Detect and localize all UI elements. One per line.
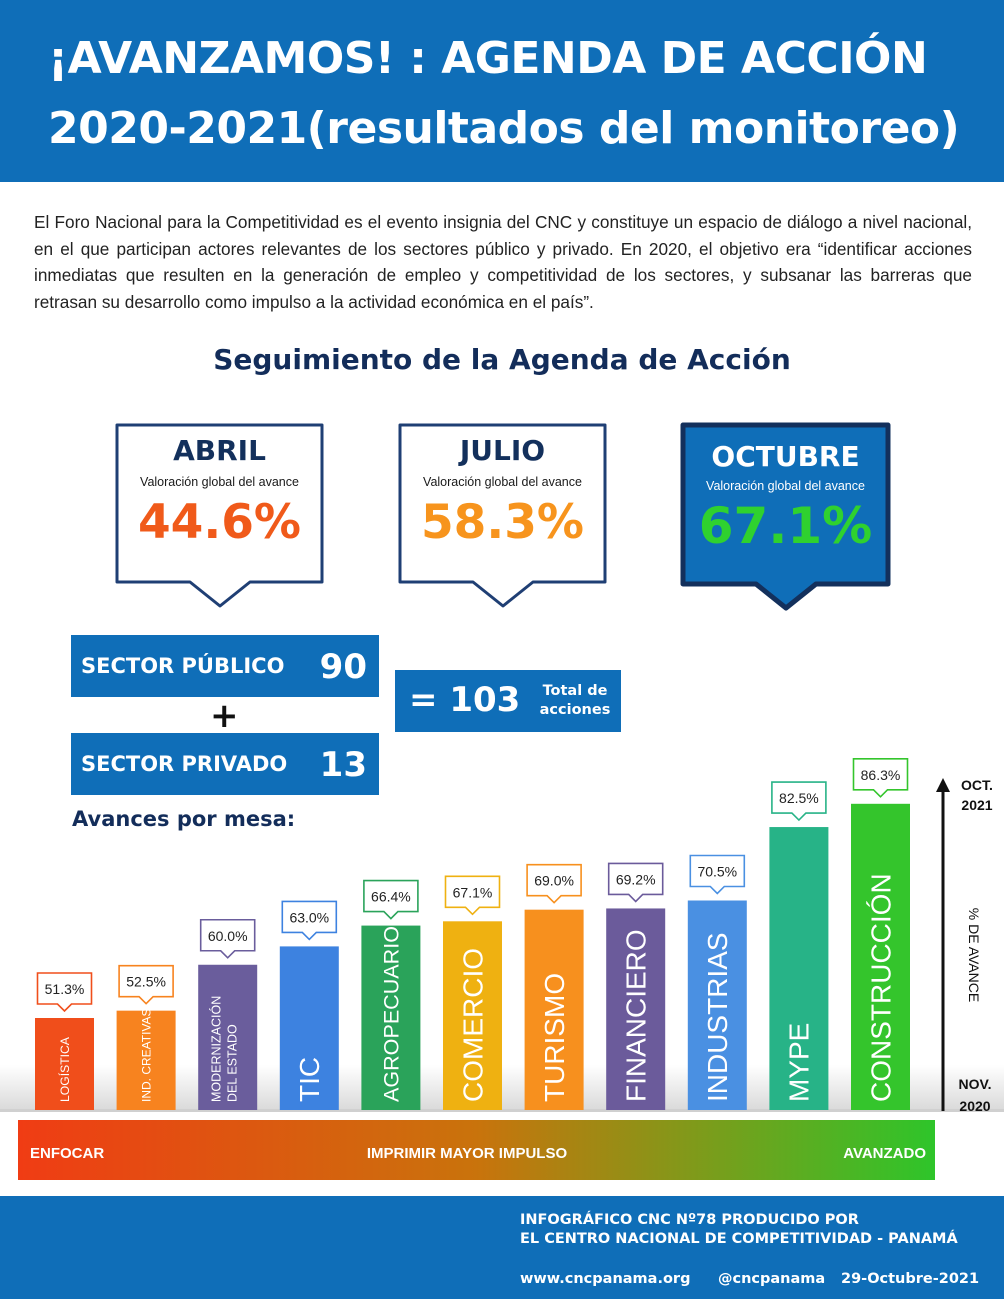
axis-bottom-line-2: 2020 [959, 1098, 990, 1114]
total-actions-label: Total de acciones [539, 683, 611, 718]
value-label-agropecuario: 66.4% [371, 889, 411, 905]
value-callout-mype [771, 781, 827, 822]
category-label-comercio: COMERCIO [457, 948, 488, 1102]
period-abril-value: 44.6% [137, 495, 302, 550]
bubble-octubre-frame [680, 422, 891, 611]
bar-industrias [687, 900, 747, 1110]
category-label-financiero: FINANCIERO [621, 929, 652, 1102]
category-label-modernización-del-estado-1: MODERNIZACIÓN [209, 996, 224, 1102]
intro-paragraph: El Foro Nacional para la Competitividad … [34, 212, 972, 312]
category-label-ind-creativas: IND. CREATIVAS [139, 1008, 153, 1102]
period-octubre-label: Valoración global del avance [706, 479, 865, 493]
axis-ylabel: % DE AVANCE [966, 908, 982, 1002]
value-label-turismo: 69.0% [534, 873, 574, 889]
period-abril-name: ABRIL [173, 434, 266, 467]
chart-baseline [0, 1109, 1004, 1112]
period-julio-label: Valoración global del avance [423, 475, 582, 489]
period-abril: ABRIL Valoración global del avance 44.6% [117, 434, 322, 550]
value-callout-modernización-del-estado [199, 918, 256, 959]
agenda-subtitle: Seguimiento de la Agenda de Acción [213, 343, 791, 376]
plus-sign: + [210, 696, 239, 736]
category-label-industrias: INDUSTRIAS [702, 932, 733, 1102]
bar-modernización-del-estado [198, 964, 258, 1110]
value-label-ind-creativas: 52.5% [126, 974, 166, 990]
total-actions-value: = 103 [409, 680, 521, 720]
sector-private-label: SECTOR PRIVADO [81, 752, 288, 776]
sector-private-box: SECTOR PRIVADO 13 [71, 733, 379, 795]
footer-website[interactable]: www.cncpanama.org [520, 1271, 691, 1287]
bars-group: 51.3% LOGÍSTICA 52.5% IND. CREATIVAS 60.0% MO… [35, 758, 910, 1110]
bubble-abril-frame [115, 423, 324, 608]
scale-label-impulso: IMPRIMIR MAYOR IMPULSO [367, 1145, 568, 1162]
axis-bottom-line-1: NOV. [959, 1076, 992, 1092]
value-label-modernización-del-estado: 60.0% [208, 928, 248, 944]
bar-mype [769, 827, 829, 1110]
period-octubre: OCTUBRE Valoración global del avance 67.… [683, 440, 888, 555]
axis-top-line-2: 2021 [961, 797, 992, 813]
bar-ind-creativas [116, 1010, 176, 1110]
main-title-line-2: 2020-2021(resultados del monitoreo) [48, 103, 960, 154]
bubble-julio-frame [398, 423, 607, 608]
footer-banner: INFOGRÁFICO CNC Nº78 PRODUCIDO POR EL CE… [0, 1196, 1004, 1299]
total-actions-box: = 103 Total de acciones [395, 670, 621, 732]
period-octubre-value: 67.1% [698, 497, 873, 555]
scale-label-enfocar: ENFOCAR [30, 1145, 104, 1162]
avances-por-mesa-chart: 51.3% LOGÍSTICA 52.5% IND. CREATIVAS 60.0% MO… [0, 758, 1004, 1180]
value-callout-financiero [607, 862, 664, 903]
category-label-tic: TIC [294, 1057, 325, 1102]
sector-private-value: 13 [319, 745, 367, 785]
value-callout-comercio [444, 875, 501, 916]
bar-comercio [443, 921, 502, 1110]
period-bubbles [115, 422, 891, 611]
footer-line-1: INFOGRÁFICO CNC Nº78 PRODUCIDO POR [520, 1212, 859, 1228]
value-label-financiero: 69.2% [616, 871, 656, 887]
bar-agropecuario [361, 925, 421, 1110]
category-label-logística: LOGÍSTICA [57, 1036, 72, 1102]
sector-public-label: SECTOR PÚBLICO [81, 654, 285, 678]
value-callout-agropecuario [363, 879, 419, 920]
period-julio: JULIO Valoración global del avance 58.3% [400, 434, 605, 550]
axis-top-line-1: OCT. [961, 777, 993, 793]
value-callout-tic [281, 900, 338, 941]
category-label-modernización-del-estado-2: DEL ESTADO [226, 1024, 240, 1102]
value-label-industrias: 70.5% [697, 863, 737, 879]
scale-gradient-bar [18, 1120, 935, 1180]
footer-social[interactable]: @cncpanama [718, 1271, 826, 1287]
bar-construcción [851, 803, 910, 1110]
value-label-tic: 63.0% [289, 909, 329, 925]
value-label-mype: 82.5% [779, 790, 819, 806]
value-callout-industrias [689, 854, 746, 895]
category-label-mype: MYPE [784, 1023, 815, 1102]
value-callout-construcción [852, 758, 909, 798]
category-label-turismo: TURISMO [539, 973, 570, 1102]
value-callout-logística [36, 972, 93, 1013]
period-octubre-name: OCTUBRE [711, 440, 860, 473]
bar-financiero [606, 908, 666, 1110]
bar-tic [279, 946, 339, 1110]
category-label-construcción: CONSTRUCCIÓN [865, 873, 896, 1102]
value-label-construcción: 86.3% [861, 767, 901, 783]
value-callout-turismo [526, 863, 582, 904]
main-title-line-1: ¡AVANZAMOS! : AGENDA DE ACCIÓN [48, 33, 928, 84]
sector-public-value: 90 [319, 647, 367, 687]
period-julio-name: JULIO [459, 434, 546, 467]
value-callout-ind-creativas [118, 964, 174, 1005]
footer-date: 29-Octubre-2021 [841, 1271, 980, 1287]
value-label-logística: 51.3% [45, 981, 85, 997]
bar-turismo [524, 909, 584, 1110]
footer-line-2: EL CENTRO NACIONAL DE COMPETITIVIDAD - P… [520, 1231, 958, 1247]
chart-section-title: Avances por mesa: [72, 807, 296, 831]
sector-public-box: SECTOR PÚBLICO 90 [71, 635, 379, 697]
header-banner: ¡AVANZAMOS! : AGENDA DE ACCIÓN 2020-2021… [0, 0, 1004, 182]
scale-label-avanzado: AVANZADO [843, 1145, 926, 1162]
category-label-agropecuario: AGROPECUARIO [378, 926, 403, 1102]
value-label-comercio: 67.1% [453, 884, 493, 900]
period-abril-label: Valoración global del avance [140, 475, 299, 489]
bar-logística [35, 1018, 94, 1110]
period-julio-value: 58.3% [420, 495, 585, 550]
axis-arrow-head [936, 778, 950, 792]
